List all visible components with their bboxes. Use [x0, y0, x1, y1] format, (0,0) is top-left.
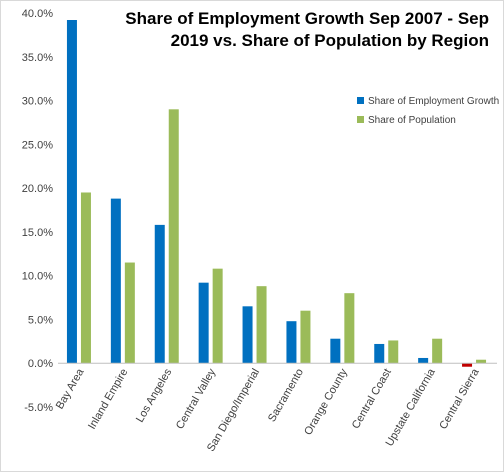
- population-bar: [212, 268, 223, 364]
- y-tick-label: -5.0%: [24, 402, 53, 414]
- employment-growth-bar: [418, 357, 429, 364]
- chart-title-line-1: Share of Employment Growth Sep 2007 - Se…: [125, 9, 489, 28]
- legend-label: Share of Population: [368, 115, 456, 126]
- population-bar: [388, 340, 399, 364]
- category-label: Central Sierra: [437, 366, 482, 432]
- legend-label: Share of Employment Growth: [368, 96, 499, 107]
- category-label: Central Valley: [174, 366, 218, 431]
- employment-growth-bar: [462, 363, 473, 367]
- employment-growth-bar: [198, 282, 209, 364]
- population-bar: [168, 109, 179, 364]
- population-bar: [80, 192, 91, 364]
- category-label: Inland Empire: [86, 367, 130, 432]
- category-label: Los Angeles: [134, 366, 175, 424]
- y-tick-label: 0.0%: [28, 358, 53, 370]
- y-tick-label: 30.0%: [22, 96, 53, 108]
- y-tick-label: 5.0%: [28, 314, 53, 326]
- employment-growth-bar: [286, 321, 297, 364]
- category-label: Bay Area: [54, 366, 87, 411]
- employment-growth-bar: [66, 20, 77, 364]
- population-bar: [124, 262, 135, 364]
- y-tick-label: 25.0%: [22, 139, 53, 151]
- population-bar: [256, 286, 267, 364]
- population-bar: [432, 338, 443, 364]
- population-bar: [344, 293, 355, 364]
- legend-swatch: [357, 97, 364, 104]
- employment-growth-bar: [154, 224, 165, 364]
- employment-growth-bar: [110, 198, 121, 364]
- category-label: Orange County: [302, 366, 350, 437]
- category-label: Central Coast: [350, 367, 394, 431]
- chart-title-line-2: 2019 vs. Share of Population by Region: [170, 31, 489, 50]
- employment-growth-bar: [330, 338, 341, 364]
- category-label: Upstate California: [384, 366, 439, 448]
- y-tick-label: 10.0%: [22, 271, 53, 283]
- y-tick-label: 35.0%: [22, 52, 53, 64]
- employment-growth-bar: [374, 343, 385, 364]
- population-bar: [300, 310, 311, 364]
- category-label: Sacramento: [266, 367, 306, 424]
- y-tick-label: 40.0%: [22, 8, 53, 20]
- y-tick-label: 20.0%: [22, 183, 53, 195]
- population-bar: [476, 359, 487, 364]
- employment-growth-bar: [242, 306, 253, 364]
- legend-swatch: [357, 116, 364, 123]
- y-tick-label: 15.0%: [22, 227, 53, 239]
